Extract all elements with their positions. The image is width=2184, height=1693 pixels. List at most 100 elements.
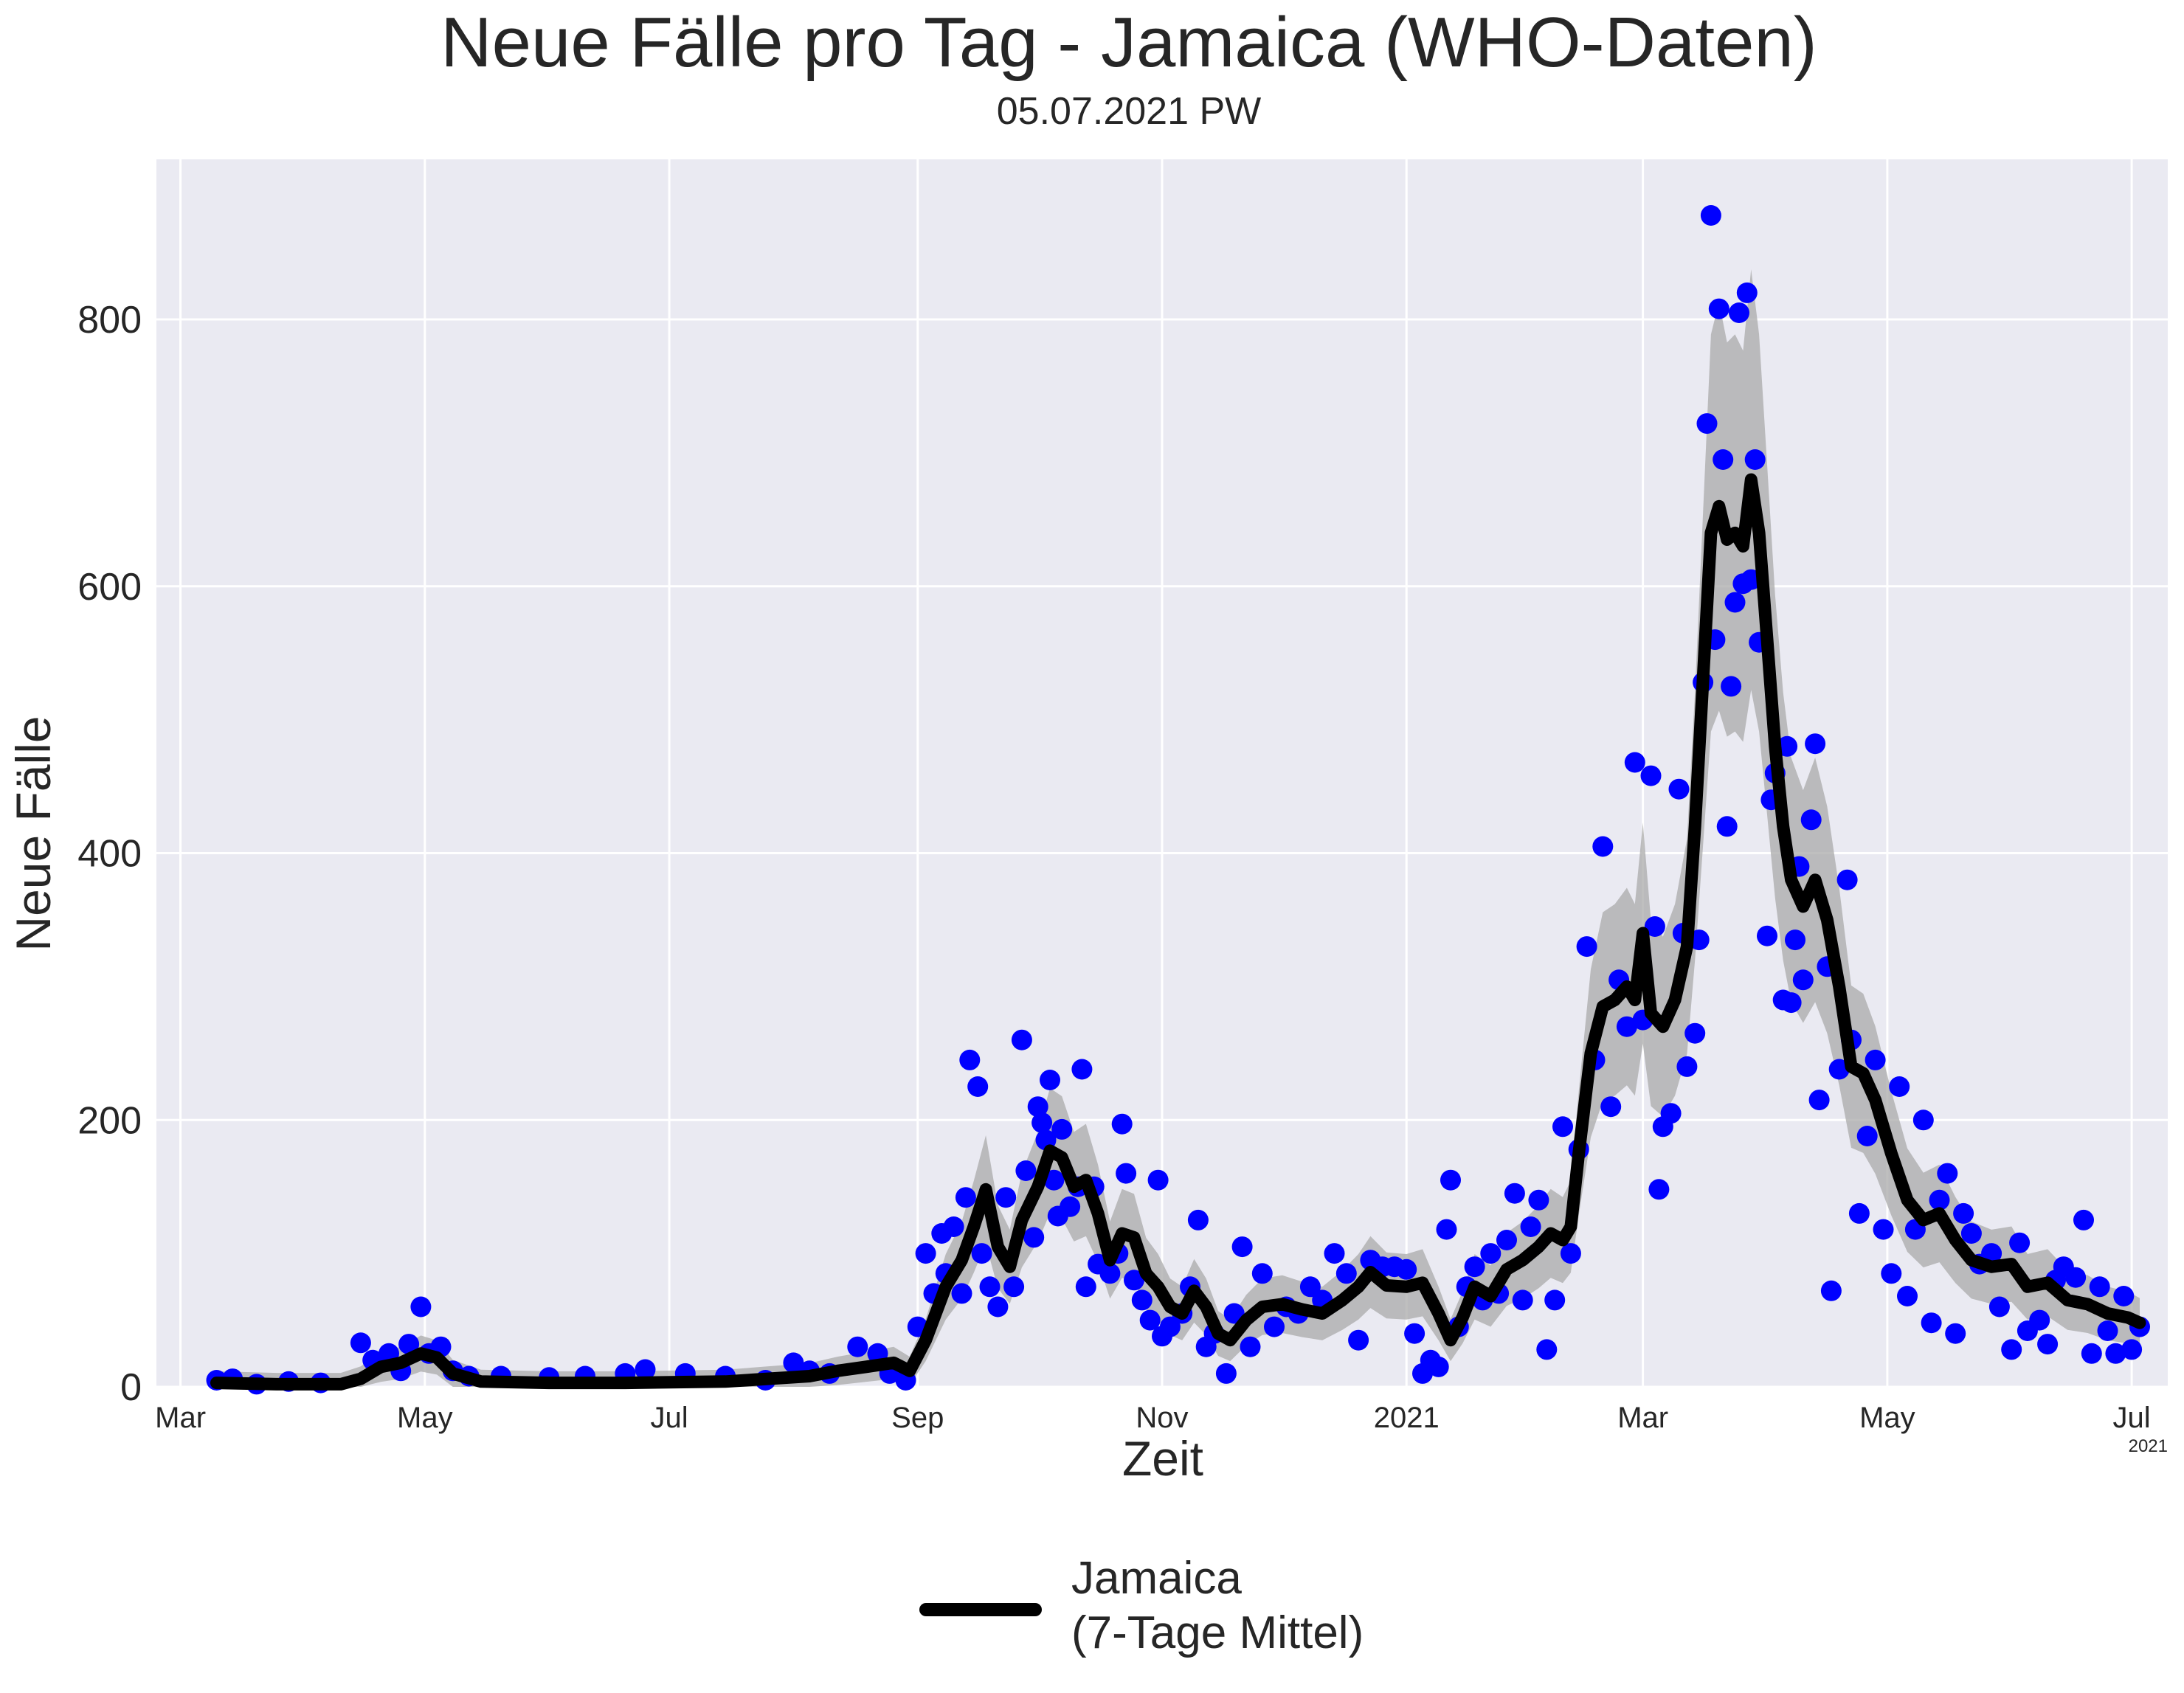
daily-case-point	[979, 1276, 1001, 1298]
daily-case-point	[1536, 1339, 1558, 1360]
daily-case-point	[1111, 1113, 1133, 1135]
daily-case-point	[1805, 733, 1826, 755]
daily-case-point	[1713, 449, 1734, 470]
legend-label-line: Jamaica	[1071, 1553, 1242, 1604]
daily-case-point	[951, 1283, 972, 1304]
daily-case-point	[1953, 1202, 1974, 1224]
daily-case-point	[995, 1187, 1017, 1208]
daily-case-point	[398, 1334, 420, 1355]
daily-case-point	[2113, 1286, 2135, 1306]
daily-case-point	[1440, 1169, 1461, 1191]
daily-case-point	[1436, 1219, 1457, 1240]
daily-case-point	[635, 1359, 656, 1380]
daily-case-point	[1820, 1280, 1842, 1301]
daily-case-point	[1744, 449, 1766, 470]
daily-case-point	[1873, 1219, 1894, 1240]
daily-case-point	[1616, 1016, 1637, 1037]
daily-case-point	[1223, 1303, 1245, 1324]
x-tick-label: Jul	[2113, 1402, 2151, 1434]
daily-case-point	[1264, 1316, 1285, 1337]
daily-case-point	[1889, 1076, 1910, 1097]
daily-case-point	[1159, 1316, 1181, 1337]
daily-case-point	[1856, 1126, 1878, 1146]
x-tick-label: 2021	[1374, 1402, 1440, 1434]
rolling-range-band	[216, 269, 2140, 1387]
daily-case-point	[1504, 1183, 1525, 1204]
y-tick-label: 200	[77, 1099, 142, 1142]
daily-case-point	[1724, 592, 1746, 613]
daily-case-point	[1624, 752, 1645, 773]
daily-case-point	[1592, 836, 1614, 857]
x-tick-label: May	[1859, 1402, 1915, 1434]
daily-case-point	[1116, 1163, 1137, 1184]
daily-case-point	[967, 1076, 989, 1097]
daily-case-point	[1464, 1256, 1485, 1278]
daily-case-point	[1051, 1118, 1073, 1140]
x-tick-label: Mar	[155, 1402, 206, 1434]
daily-case-point	[2097, 1320, 2118, 1341]
daily-case-point	[959, 1049, 981, 1070]
daily-case-point	[1299, 1276, 1321, 1298]
daily-case-point	[1071, 1059, 1093, 1080]
daily-case-point	[1560, 1243, 1581, 1264]
daily-case-point	[1124, 1270, 1144, 1291]
daily-case-point	[1865, 1049, 1886, 1070]
grid	[156, 159, 2168, 1388]
daily-case-point	[1777, 735, 1798, 757]
daily-case-point	[2121, 1339, 2143, 1360]
daily-case-point	[2065, 1267, 2087, 1288]
x-tick-labels: Mar May Jul Sep Nov 2021 Mar May Jul	[155, 1402, 2151, 1434]
daily-case-point	[1921, 1312, 1942, 1334]
daily-case-point	[1676, 1056, 1698, 1077]
daily-case-point	[1040, 1070, 1060, 1090]
daily-case-point	[1348, 1329, 1369, 1351]
daily-case-point	[847, 1336, 868, 1357]
daily-case-point	[1139, 1309, 1161, 1331]
daily-case-point	[1700, 205, 1721, 226]
chart-title: Neue Fälle pro Tag - Jamaica (WHO-Daten)	[440, 3, 1817, 82]
daily-case-point	[1215, 1363, 1237, 1384]
daily-case-point	[1644, 916, 1665, 937]
daily-case-point	[2037, 1334, 2059, 1355]
daily-case-point	[1716, 816, 1738, 837]
daily-case-point	[1848, 1202, 1870, 1224]
daily-case-point	[1060, 1196, 1081, 1217]
legend-label: Jamaica (7-Tage Mittel)	[1071, 1553, 1364, 1658]
rolling-mean-line	[210, 473, 2146, 1391]
daily-case-point	[1003, 1276, 1025, 1298]
daily-case-point	[1251, 1263, 1273, 1284]
chart-subtitle: 05.07.2021 PW	[997, 90, 1261, 133]
daily-case-point	[1696, 413, 1718, 434]
daily-cases-points	[206, 205, 2150, 1395]
daily-case-point	[915, 1243, 936, 1264]
daily-case-point	[410, 1296, 432, 1318]
legend: Jamaica (7-Tage Mittel)	[919, 1553, 1364, 1658]
daily-case-point	[1015, 1160, 1037, 1181]
daily-case-point	[1684, 1022, 1706, 1044]
x-axis-label: Zeit	[1122, 1431, 1203, 1486]
daily-case-point	[2029, 1309, 2050, 1331]
y-axis-label: Neue Fälle	[6, 716, 61, 951]
x-tick-label: Sep	[891, 1402, 944, 1434]
daily-case-point	[1396, 1259, 1417, 1280]
daily-case-point	[1075, 1276, 1096, 1298]
daily-case-point	[1640, 765, 1662, 786]
x-tick-label: Mar	[1617, 1402, 1668, 1434]
daily-case-point	[2073, 1209, 2094, 1230]
daily-case-point	[1231, 1236, 1253, 1258]
daily-case-point	[1031, 1112, 1053, 1133]
daily-case-point	[1512, 1289, 1533, 1311]
daily-case-point	[1881, 1263, 1902, 1284]
daily-case-point	[971, 1243, 992, 1264]
daily-case-point	[1324, 1243, 1345, 1264]
daily-case-point	[1721, 676, 1742, 697]
daily-case-point	[1528, 1189, 1549, 1211]
daily-case-point	[1011, 1029, 1032, 1050]
daily-case-point	[1960, 1223, 1982, 1244]
daily-case-point	[1785, 929, 1805, 951]
daily-case-point	[2105, 1343, 2126, 1364]
daily-case-point	[1757, 925, 1777, 946]
daily-case-point	[1600, 1096, 1622, 1118]
daily-case-point	[955, 1187, 976, 1208]
